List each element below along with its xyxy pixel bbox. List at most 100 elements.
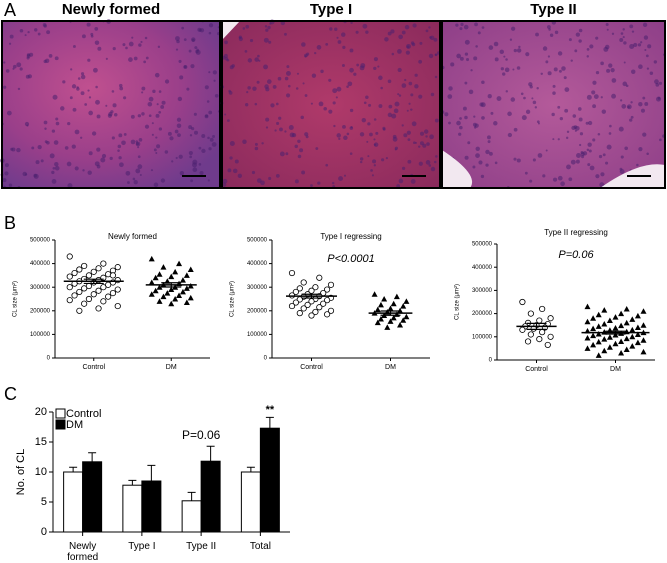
nucleus	[393, 108, 399, 114]
data-point	[90, 268, 97, 275]
nucleus	[24, 121, 30, 127]
data-point	[152, 287, 159, 294]
nucleus	[534, 106, 538, 109]
data-point	[105, 281, 112, 288]
data-point	[312, 284, 319, 291]
data-point	[623, 319, 630, 326]
nucleus	[24, 34, 27, 37]
nucleus	[311, 73, 317, 78]
nucleus	[265, 87, 270, 92]
nucleus	[160, 105, 165, 109]
nucleus	[450, 62, 455, 67]
nucleus	[105, 57, 108, 60]
nucleus	[207, 136, 210, 140]
nucleus	[647, 44, 652, 49]
nucleus	[513, 157, 517, 161]
nucleus	[405, 50, 410, 55]
annotation: P<0.0001	[327, 253, 374, 265]
nucleus	[349, 108, 354, 113]
nucleus	[139, 173, 142, 177]
nucleus	[380, 86, 383, 90]
nucleus	[485, 163, 489, 167]
nucleus	[396, 184, 401, 188]
nucleus	[611, 93, 616, 99]
nucleus	[40, 159, 44, 163]
data-point	[156, 298, 163, 304]
nucleus	[373, 66, 377, 71]
nucleus	[623, 41, 627, 45]
nucleus	[593, 94, 599, 100]
nucleus	[130, 139, 136, 145]
x-tick-label: Newly formed	[67, 541, 99, 563]
nucleus	[410, 93, 414, 97]
nucleus	[88, 96, 92, 99]
nucleus	[507, 132, 513, 138]
nucleus	[157, 45, 161, 49]
data-point	[612, 324, 619, 331]
nucleus	[542, 46, 548, 51]
data-point	[327, 281, 335, 288]
nucleus	[192, 159, 198, 165]
nucleus	[433, 160, 437, 164]
nucleus	[493, 41, 499, 47]
nucleus	[256, 178, 262, 183]
data-point	[527, 310, 534, 317]
nucleus	[178, 59, 182, 63]
error-bar	[147, 464, 156, 481]
nucleus	[335, 96, 338, 99]
sem-bar	[380, 310, 401, 316]
annotation: P=0.06	[182, 428, 221, 442]
nucleus	[408, 81, 413, 86]
nucleus	[611, 32, 615, 35]
nucleus	[493, 121, 498, 126]
data-point	[168, 286, 175, 293]
data-point	[187, 283, 194, 289]
nucleus	[278, 116, 282, 120]
y-tick-label: 0	[264, 356, 268, 362]
nucleus	[331, 181, 335, 185]
data-point	[288, 302, 296, 310]
nucleus	[547, 71, 552, 76]
data-point	[183, 299, 190, 306]
data-point	[397, 321, 404, 328]
nucleus	[346, 132, 350, 136]
nucleus	[325, 43, 329, 46]
nucleus	[657, 96, 661, 100]
nucleus	[54, 56, 59, 61]
data-point	[640, 322, 647, 328]
data-point	[100, 260, 107, 267]
nucleus	[288, 125, 294, 130]
data-point	[148, 255, 155, 262]
nucleus	[408, 102, 411, 105]
nucleus	[659, 138, 662, 142]
nucleus	[71, 84, 77, 89]
nucleus	[353, 72, 357, 76]
nucleus	[577, 107, 582, 111]
nucleus	[25, 74, 30, 79]
nucleus	[177, 96, 183, 102]
nucleus	[455, 23, 459, 27]
nucleus	[72, 45, 76, 48]
data-point	[85, 295, 93, 303]
nucleus	[359, 132, 365, 137]
nucleus	[208, 71, 211, 74]
nucleus	[627, 105, 630, 109]
nucleus	[529, 85, 533, 89]
nucleus	[4, 163, 9, 168]
nucleus	[536, 87, 539, 90]
y-tick-label: 200000	[247, 308, 268, 314]
data-point	[601, 347, 608, 354]
nucleus	[373, 164, 376, 167]
nucleus	[155, 136, 158, 139]
nucleus	[373, 138, 376, 141]
nucleus	[286, 65, 290, 69]
data-point	[183, 285, 190, 291]
nucleus	[53, 140, 59, 145]
sem-bar	[526, 322, 547, 330]
data-point	[623, 335, 630, 342]
nucleus	[536, 120, 540, 124]
y-tick-label: 100000	[247, 332, 268, 338]
nucleus	[603, 46, 609, 52]
nucleus	[481, 26, 485, 29]
nucleus	[231, 64, 235, 68]
